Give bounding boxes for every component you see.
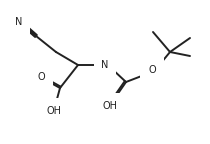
Text: O: O <box>37 72 45 82</box>
Text: OH: OH <box>46 106 62 116</box>
Text: N: N <box>101 60 109 70</box>
Text: OH: OH <box>102 101 118 111</box>
Text: O: O <box>148 65 156 75</box>
Text: N: N <box>15 17 23 27</box>
